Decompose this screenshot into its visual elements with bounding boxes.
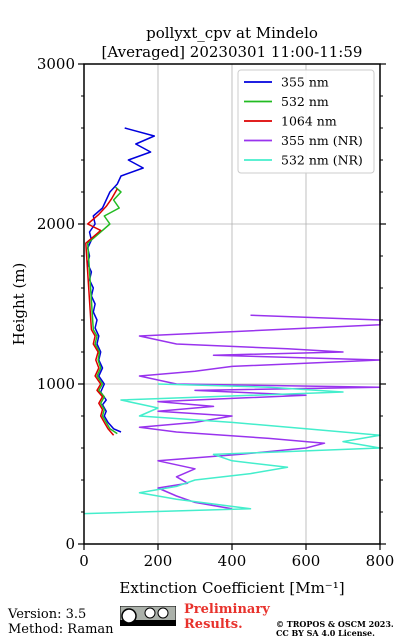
prelim-line1: Preliminary: [184, 602, 270, 617]
chart-title-line2: [Averaged] 20230301 11:00-11:59: [102, 43, 363, 61]
copyright-line2: CC BY SA 4.0 License.: [276, 628, 375, 638]
x-tick-label: 800: [366, 552, 395, 570]
cc-icon: [121, 608, 137, 624]
series-line-4: [83, 383, 381, 515]
cc-badge-bottom: [120, 620, 176, 626]
copyright-line1: © TROPOS & OSCM 2023.: [276, 619, 394, 629]
x-tick-label: 0: [79, 552, 89, 570]
chart-svg: pollyxt_cpv at Mindelo [Averaged] 202303…: [10, 24, 395, 597]
prelim-line2: Results.: [184, 617, 243, 632]
series-line-3: [138, 314, 381, 510]
legend-label-3: 355 nm (NR): [281, 133, 363, 148]
y-axis-label: Height (m): [10, 263, 28, 346]
copyright-notice: © TROPOS & OSCM 2023. CC BY SA 4.0 Licen…: [276, 620, 394, 638]
legend-box: [237, 69, 375, 174]
legend-label-4: 532 nm (NR): [281, 153, 363, 168]
y-tick-label: 0: [65, 535, 75, 553]
x-tick-label: 600: [292, 552, 321, 570]
series-line-1: [86, 186, 122, 435]
method-text: Method: Raman: [8, 622, 114, 637]
x-axis-label: Extinction Coefficient [Mm⁻¹]: [119, 579, 344, 597]
x-tick-label: 200: [144, 552, 173, 570]
y-tick-label: 3000: [37, 55, 75, 73]
cc-license-badge: [120, 606, 176, 626]
sa-icon: [157, 607, 169, 619]
y-tick-label: 1000: [37, 375, 75, 393]
y-tick-label: 2000: [37, 215, 75, 233]
series-line-2: [85, 188, 118, 436]
by-icon: [144, 607, 156, 619]
chart-title-line1: pollyxt_cpv at Mindelo: [146, 24, 318, 42]
legend-label-2: 1064 nm: [281, 114, 337, 129]
series-line-0: [86, 127, 156, 433]
version-text: Version: 3.5: [8, 607, 87, 622]
preliminary-results-notice: Preliminary Results.: [184, 602, 270, 632]
x-tick-label: 400: [218, 552, 247, 570]
legend-label-1: 532 nm: [281, 94, 329, 109]
legend: 355 nm 532 nm 1064 nm 355 nm (NR) 532 nm (NR…: [237, 69, 375, 174]
axis-ticks: 0 200 400 600 800 0 1000 2000 3000: [37, 55, 395, 570]
series-layer: [83, 127, 381, 515]
legend-label-0: 355 nm: [281, 75, 329, 90]
